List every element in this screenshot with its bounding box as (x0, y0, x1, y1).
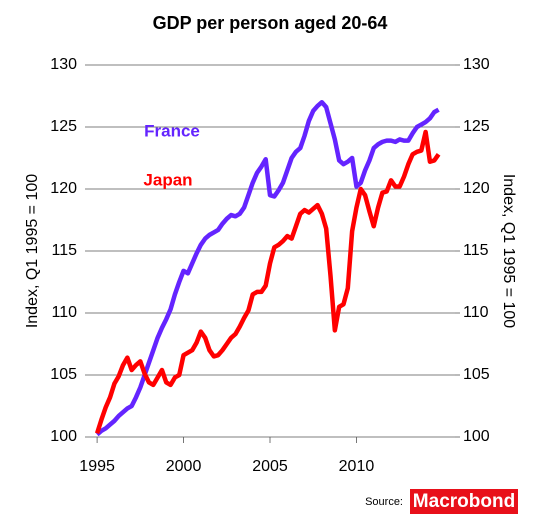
y-tick-label: 115 (51, 242, 77, 259)
y2-tick-label: 105 (463, 366, 490, 383)
y2-tick-label: 125 (463, 118, 490, 135)
series-line (95, 99, 440, 437)
y-tick-label: 110 (51, 304, 77, 321)
y2-tick-label: 110 (463, 304, 489, 321)
x-tick-label: 2000 (166, 458, 202, 475)
y2-tick-label: 100 (463, 428, 490, 445)
source-logo: Macrobond (413, 491, 515, 512)
y-tick-label: 130 (50, 56, 77, 73)
y-axis-label: Index, Q1 1995 = 100 (24, 174, 41, 328)
y2-tick-label: 115 (463, 242, 489, 259)
y2-tick-label: 120 (463, 180, 490, 197)
y-tick-label: 125 (50, 118, 77, 135)
x-tick-label: 1995 (79, 458, 115, 475)
series-line (94, 129, 441, 434)
y-tick-label: 120 (50, 180, 77, 197)
source-label: Source: (365, 496, 403, 508)
y-tick-label: 105 (50, 366, 77, 383)
chart-title: GDP per person aged 20-64 (153, 13, 388, 33)
source-logo-box (410, 489, 518, 514)
y-tick-label: 100 (50, 428, 77, 445)
x-tick-label: 2005 (252, 458, 288, 475)
legend-label: Japan (143, 170, 192, 189)
y2-axis-label: Index, Q1 1995 = 100 (500, 174, 517, 328)
x-tick-label: 2010 (339, 458, 375, 475)
y2-tick-label: 130 (463, 56, 490, 73)
legend-label: France (144, 121, 200, 140)
